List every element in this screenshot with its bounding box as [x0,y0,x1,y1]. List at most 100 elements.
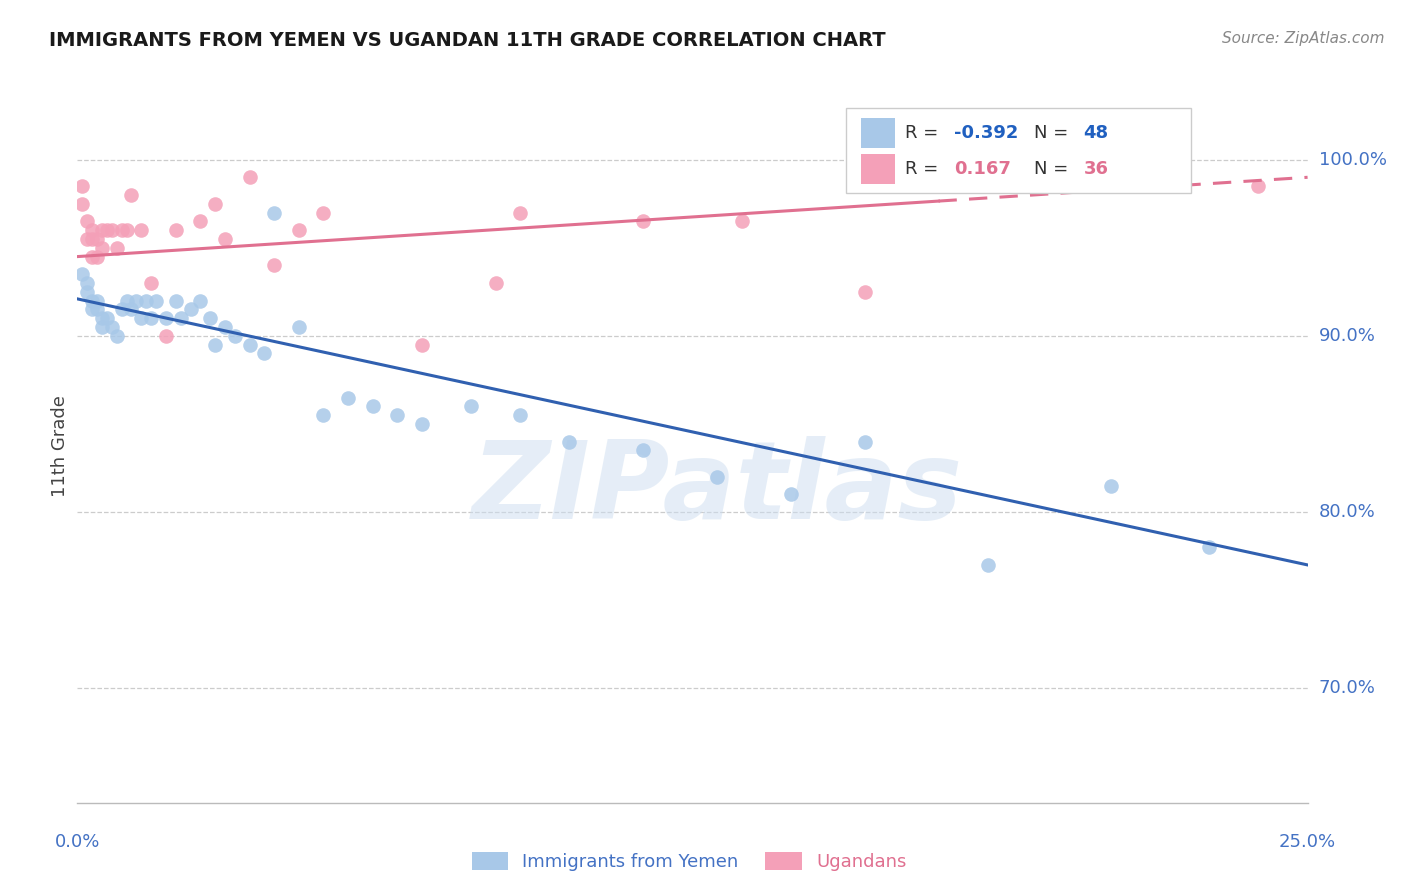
Point [141,276,163,290]
Point [731,214,754,228]
FancyBboxPatch shape [860,118,896,148]
Point [111,223,132,237]
Point [253,346,276,360]
Point [633,443,655,458]
Point [200,311,222,326]
Point [165,293,187,308]
Point [86,232,108,246]
Point [1099,478,1122,492]
Point [90,223,114,237]
Point [115,293,138,308]
Point [188,293,212,308]
Point [853,285,876,299]
FancyBboxPatch shape [860,154,896,184]
Point [86,250,108,264]
Point [239,337,262,351]
Point [706,470,728,484]
Point [361,400,384,414]
Point [125,293,148,308]
Text: 0.167: 0.167 [955,161,1011,178]
Point [411,337,433,351]
Point [263,259,285,273]
Point [853,434,876,449]
Point [90,311,114,326]
Point [115,223,138,237]
Text: 90.0%: 90.0% [1319,326,1375,345]
Point [121,302,143,317]
Point [96,223,118,237]
Text: 0.0%: 0.0% [55,833,100,851]
Text: R =: R = [905,161,950,178]
Point [141,311,163,326]
Point [214,320,236,334]
Text: IMMIGRANTS FROM YEMEN VS UGANDAN 11TH GRADE CORRELATION CHART: IMMIGRANTS FROM YEMEN VS UGANDAN 11TH GR… [49,31,886,50]
Point [135,293,157,308]
Point [90,320,114,334]
FancyBboxPatch shape [846,109,1191,193]
Point [70,196,93,211]
Point [204,196,226,211]
Text: Source: ZipAtlas.com: Source: ZipAtlas.com [1222,31,1385,46]
Point [111,302,132,317]
Point [105,241,128,255]
Point [70,179,93,194]
Point [129,223,153,237]
Point [82,232,104,246]
Point [82,250,104,264]
Point [105,329,128,343]
Point [411,417,433,431]
Point [96,311,118,326]
Point [509,205,531,219]
Point [76,232,98,246]
Point [977,558,1000,572]
Point [288,223,311,237]
Point [558,434,581,449]
Point [312,205,335,219]
Point [312,408,335,422]
Point [509,408,531,422]
Point [82,223,104,237]
Point [155,311,177,326]
Text: 25.0%: 25.0% [1279,833,1336,851]
Point [239,170,262,185]
Y-axis label: 11th Grade: 11th Grade [51,395,69,497]
Point [485,276,508,290]
Point [780,487,803,501]
Text: N =: N = [1035,161,1074,178]
Point [385,408,409,422]
Point [288,320,311,334]
Text: ZIPatlas: ZIPatlas [471,436,963,541]
Point [1198,541,1220,555]
Text: 36: 36 [1084,161,1109,178]
Text: 48: 48 [1084,124,1109,142]
Point [170,311,193,326]
Point [1247,179,1270,194]
Point [86,302,108,317]
Text: -0.392: -0.392 [955,124,1019,142]
Point [76,276,98,290]
Point [460,400,482,414]
Point [188,214,212,228]
Point [928,179,950,194]
Point [204,337,226,351]
Point [76,285,98,299]
Point [129,311,153,326]
Point [101,320,124,334]
Point [76,214,98,228]
Point [145,293,167,308]
Point [633,214,655,228]
Text: R =: R = [905,124,945,142]
Text: 100.0%: 100.0% [1319,151,1386,169]
Point [224,329,246,343]
Point [165,223,187,237]
Legend: Immigrants from Yemen, Ugandans: Immigrants from Yemen, Ugandans [464,845,914,879]
Point [101,223,124,237]
Point [337,391,360,405]
Point [90,241,114,255]
Point [121,188,143,202]
Point [263,205,285,219]
Text: 80.0%: 80.0% [1319,503,1375,521]
Point [155,329,177,343]
Text: 70.0%: 70.0% [1319,680,1375,698]
Point [70,267,93,281]
